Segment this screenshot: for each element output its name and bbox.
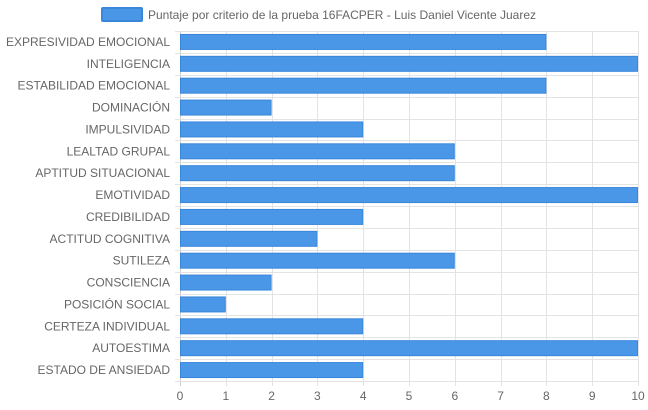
x-tick-label: 9: [589, 389, 596, 403]
category-label: SUTILEZA: [113, 254, 170, 268]
category-label: APTITUD SITUACIONAL: [35, 166, 170, 180]
x-tick-label: 6: [451, 389, 458, 403]
bar[interactable]: [180, 230, 318, 247]
bar[interactable]: [180, 208, 364, 225]
bar[interactable]: [180, 33, 547, 50]
x-tick-label: 5: [406, 389, 413, 403]
bars: [180, 33, 638, 379]
bar[interactable]: [180, 252, 455, 269]
x-tick-label: 7: [497, 389, 504, 403]
x-tick-label: 3: [314, 389, 321, 403]
category-label: CONSCIENCIA: [87, 276, 170, 290]
category-label: POSICIÓN SOCIAL: [64, 296, 170, 311]
category-label: CERTEZA INDIVIDUAL: [44, 319, 170, 333]
x-tick-label: 2: [268, 389, 275, 403]
legend-swatch: [101, 7, 143, 22]
bar[interactable]: [180, 55, 638, 72]
legend-label: Puntaje por criterio de la prueba 16FACP…: [148, 8, 536, 22]
bar[interactable]: [180, 121, 364, 138]
bar[interactable]: [180, 77, 547, 94]
category-label: ACTITUD COGNITIVA: [50, 232, 170, 246]
x-tick-label: 8: [543, 389, 550, 403]
bar[interactable]: [180, 340, 638, 357]
category-label: EXPRESIVIDAD EMOCIONAL: [6, 35, 170, 49]
bar[interactable]: [180, 296, 226, 313]
x-tick-label: 1: [222, 389, 229, 403]
x-tick-label: 4: [360, 389, 367, 403]
category-labels: EXPRESIVIDAD EMOCIONAL INTELIGENCIA ESTABI…: [6, 35, 170, 377]
category-label: LEALTAD GRUPAL: [67, 144, 171, 158]
x-tick-label: 0: [177, 389, 184, 403]
category-label: INTELIGENCIA: [87, 57, 170, 71]
bar[interactable]: [180, 318, 364, 335]
x-tick-label: 10: [631, 389, 645, 403]
bar[interactable]: [180, 99, 272, 116]
bar[interactable]: [180, 143, 455, 160]
legend[interactable]: Puntaje por criterio de la prueba 16FACP…: [101, 7, 536, 22]
category-label: AUTOESTIMA: [92, 341, 170, 355]
category-label: IMPULSIVIDAD: [85, 122, 170, 136]
category-label: CREDIBILIDAD: [86, 210, 170, 224]
bar[interactable]: [180, 274, 272, 291]
x-tick-labels: 0 1 2 3 4 5 6 7 8 9 10: [177, 389, 645, 403]
bar[interactable]: [180, 362, 364, 379]
bar[interactable]: [180, 187, 638, 204]
category-label: EMOTIVIDAD: [95, 188, 170, 202]
category-label: ESTADO DE ANSIEDAD: [38, 363, 171, 377]
category-label: ESTABILIDAD EMOCIONAL: [18, 79, 171, 93]
category-label: DOMINACIÓN: [92, 100, 170, 115]
bar[interactable]: [180, 165, 455, 182]
